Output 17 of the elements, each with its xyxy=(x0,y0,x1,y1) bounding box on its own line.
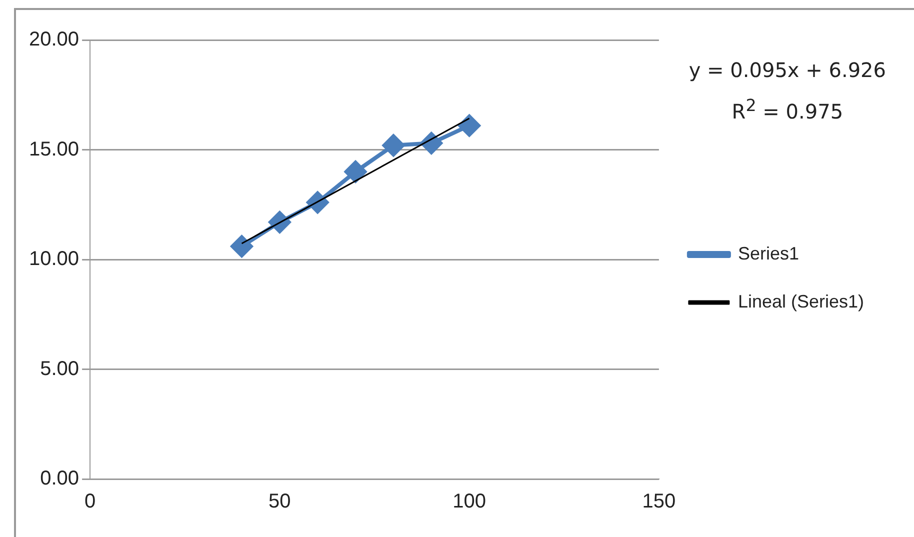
point xyxy=(230,235,253,258)
y-tick-label: 10.00 xyxy=(28,248,80,270)
x-tick-label: 50 xyxy=(268,490,291,513)
y-tick-label: 15.00 xyxy=(28,138,80,160)
x-tick-label: 150 xyxy=(642,490,676,513)
y-tick-label: 5.00 xyxy=(40,358,80,380)
y-tick-label: 20.00 xyxy=(28,28,80,51)
x-tick-label: 0 xyxy=(84,490,96,513)
legend-label: Lineal (Series1) xyxy=(738,291,864,312)
text: R$^{2}$ = 0.975 xyxy=(730,95,844,126)
point xyxy=(458,114,480,137)
point xyxy=(382,134,404,156)
legend-label: Series1 xyxy=(738,243,799,264)
x-tick-label: 100 xyxy=(452,490,486,513)
y-tick-label: 0.00 xyxy=(40,468,80,490)
point xyxy=(344,160,367,183)
text: y = 0.095x + 6.926 xyxy=(688,57,886,84)
